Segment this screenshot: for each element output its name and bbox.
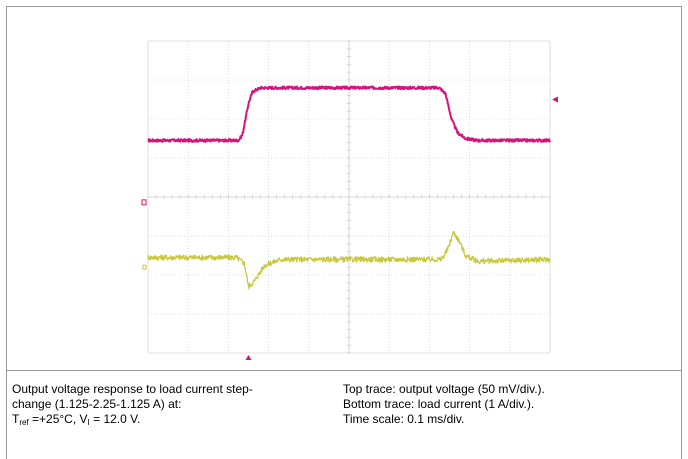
channel2-ground-marker [142, 264, 147, 270]
load-current-trace [147, 230, 551, 290]
temp-subscript: ref [19, 418, 29, 427]
grid [147, 40, 551, 354]
reference-markers [141, 96, 558, 360]
caption-left-line2: change (1.125-2.25-1.125 A) at: [12, 397, 182, 411]
caption-right-line3: Time scale: 0.1 ms/div. [343, 412, 465, 426]
output-voltage-trace [147, 85, 551, 143]
channel1-ground-marker [141, 199, 147, 206]
caption-left-line3: Tref =+25°C, VI = 12.0 V. [12, 412, 348, 427]
trigger-level-marker [552, 96, 558, 103]
voltage-subscript: I [87, 418, 90, 427]
caption-divider [6, 370, 682, 371]
traces [147, 85, 551, 290]
oscilloscope-plot [141, 40, 558, 360]
trigger-time-marker [245, 355, 252, 360]
temp-voltage-text: =+25°C, V [28, 412, 88, 426]
caption-right-line1: Top trace: output voltage (50 mV/div.). [343, 382, 545, 396]
caption-right: Top trace: output voltage (50 mV/div.). … [343, 382, 673, 427]
voltage-value: = 12.0 V. [89, 412, 141, 426]
caption-left-line1: Output voltage response to load current … [12, 382, 253, 396]
caption-left: Output voltage response to load current … [12, 382, 348, 427]
caption-right-line2: Bottom trace: load current (1 A/div.). [343, 397, 535, 411]
figure-frame [6, 6, 682, 459]
temp-symbol: T [12, 412, 20, 426]
